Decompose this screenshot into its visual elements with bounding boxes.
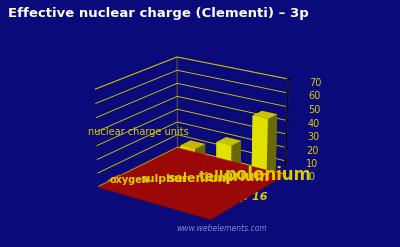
Text: Effective nuclear charge (Clementi) – 3p: Effective nuclear charge (Clementi) – 3p	[8, 7, 309, 21]
Text: nuclear charge units: nuclear charge units	[88, 127, 189, 137]
Text: www.webelements.com: www.webelements.com	[176, 225, 267, 233]
